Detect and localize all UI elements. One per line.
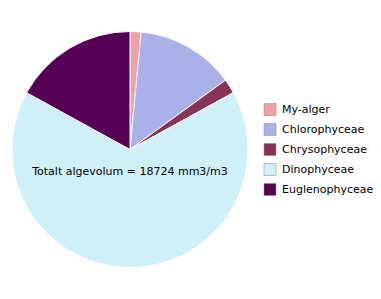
pie-slice — [27, 32, 130, 150]
legend-label: Chrysophyceae — [282, 143, 367, 156]
legend: My-alger Chlorophyceae Chrysophyceae Dinoph… — [264, 103, 373, 196]
legend-swatch — [264, 144, 276, 156]
pie — [12, 32, 248, 268]
legend-label: Chlorophyceae — [282, 123, 364, 136]
legend-swatch — [264, 124, 276, 136]
annotation: Totalt algevolum = 18724 mm3/m3 — [31, 165, 228, 178]
chart-svg: Totalt algevolum = 18724 mm3/m3 My-alger C… — [0, 0, 381, 299]
chart-container: Totalt algevolum = 18724 mm3/m3 My-alger C… — [0, 0, 381, 299]
legend-label: Dinophyceae — [282, 163, 354, 176]
legend-swatch — [264, 184, 276, 196]
legend-swatch — [264, 104, 276, 116]
legend-label: My-alger — [282, 103, 330, 116]
legend-label: Euglenophyceae — [282, 183, 373, 196]
legend-swatch — [264, 164, 276, 176]
